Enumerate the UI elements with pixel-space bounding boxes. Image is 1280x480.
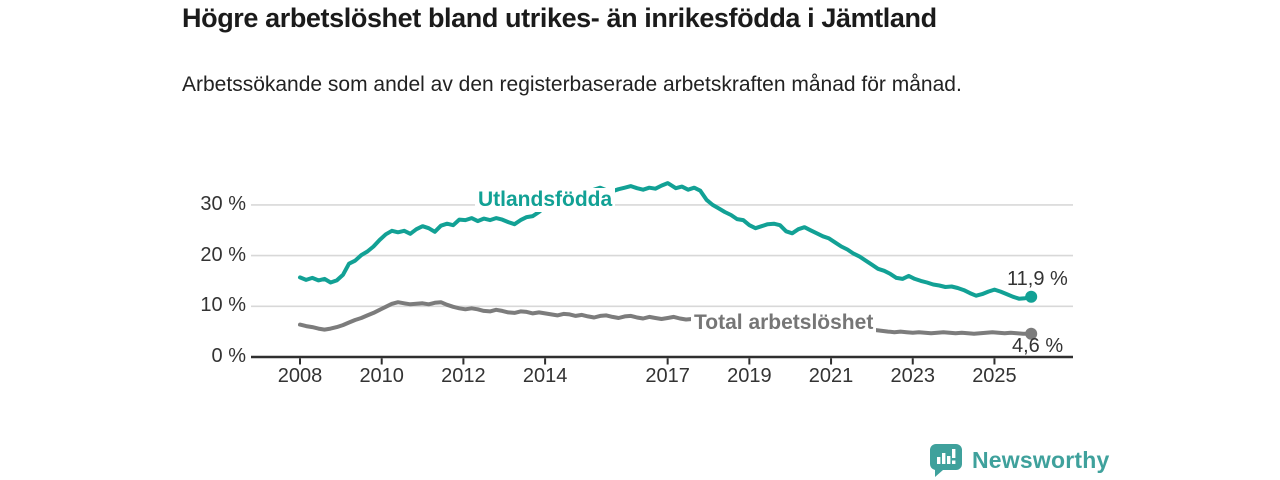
y-tick-label: 0 % <box>211 345 246 367</box>
x-tick-label: 2010 <box>359 365 404 387</box>
x-tick-label: 2019 <box>727 365 772 387</box>
y-tick-label: 20 % <box>200 243 246 266</box>
y-tick-label: 30 % <box>200 192 246 215</box>
x-tick-label: 2014 <box>522 365 568 387</box>
newsworthy-logo-icon <box>929 444 962 477</box>
x-tick-label: 2021 <box>808 365 854 387</box>
series-label-total-arbetsloshet: Total arbetslöshet <box>691 311 877 335</box>
x-tick-label: 2025 <box>972 365 1017 387</box>
chart-subtitle: Arbetssökande som andel av den registerb… <box>182 73 962 96</box>
end-value-label-utlandsfodda: 11,9 % <box>1007 268 1068 290</box>
end-value-label-total: 4,6 % <box>1012 335 1064 357</box>
newsworthy-brand: Newsworthy <box>929 443 1109 478</box>
x-tick-label: 2012 <box>441 365 486 387</box>
newsworthy-brand-text: Newsworthy <box>972 447 1110 473</box>
series-label-utlandsfodda: Utlandsfödda <box>475 188 616 212</box>
x-tick-label: 2023 <box>890 365 936 387</box>
x-tick-label: 2017 <box>645 365 690 387</box>
y-tick-label: 10 % <box>200 294 246 317</box>
x-tick-label: 2008 <box>277 365 323 387</box>
page-title: Högre arbetslöshet bland utrikes- än inr… <box>182 3 937 33</box>
